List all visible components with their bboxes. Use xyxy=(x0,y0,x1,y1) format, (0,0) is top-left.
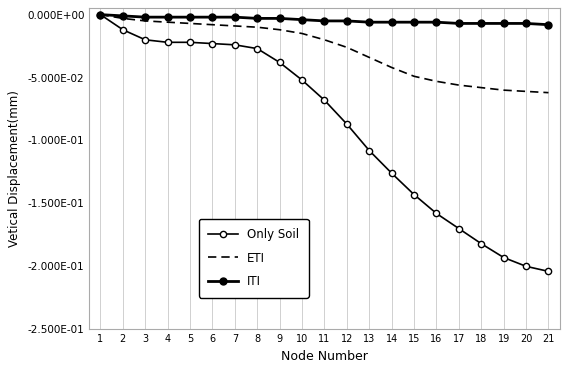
Only Soil xyxy=(164,40,171,45)
ITI xyxy=(187,15,194,19)
ETI xyxy=(545,91,552,95)
ITI xyxy=(456,21,462,26)
ITI xyxy=(231,15,238,19)
ITI xyxy=(344,19,350,23)
ETI xyxy=(231,24,238,28)
ITI xyxy=(119,14,126,18)
Only Soil xyxy=(411,193,417,197)
Only Soil xyxy=(299,78,306,82)
ITI xyxy=(254,16,261,21)
ETI xyxy=(321,37,328,42)
ITI xyxy=(500,21,507,26)
ETI xyxy=(523,89,529,93)
Only Soil xyxy=(366,148,373,153)
ITI xyxy=(97,12,104,17)
ETI xyxy=(500,88,507,92)
Legend: Only Soil, ETI, ITI: Only Soil, ETI, ITI xyxy=(199,219,308,298)
ITI xyxy=(276,16,283,21)
Line: ETI: ETI xyxy=(101,14,549,93)
Only Soil xyxy=(523,264,529,269)
ITI xyxy=(209,15,216,19)
ITI xyxy=(389,20,395,24)
ETI xyxy=(344,45,350,50)
ITI xyxy=(478,21,485,26)
ETI xyxy=(299,31,306,36)
Only Soil xyxy=(545,269,552,273)
ITI xyxy=(299,17,306,22)
ITI xyxy=(366,20,373,24)
Only Soil xyxy=(478,242,485,246)
Only Soil xyxy=(321,98,328,102)
ETI xyxy=(411,74,417,79)
Line: ITI: ITI xyxy=(97,11,552,28)
ETI xyxy=(254,25,261,29)
Y-axis label: Vetical Displacement(mm): Vetical Displacement(mm) xyxy=(9,91,22,247)
Only Soil xyxy=(344,122,350,127)
ITI xyxy=(545,23,552,27)
Only Soil xyxy=(254,46,261,51)
ETI xyxy=(209,23,216,27)
Only Soil xyxy=(142,37,149,42)
Only Soil xyxy=(97,12,104,17)
ETI xyxy=(97,12,104,17)
ITI xyxy=(164,15,171,19)
ETI xyxy=(478,85,485,90)
ETI xyxy=(366,55,373,60)
Only Soil xyxy=(119,27,126,32)
ETI xyxy=(433,79,440,83)
ETI xyxy=(142,19,149,23)
Only Soil xyxy=(187,40,194,45)
ITI xyxy=(411,20,417,24)
Only Soil xyxy=(276,60,283,65)
Only Soil xyxy=(456,226,462,231)
Only Soil xyxy=(389,171,395,175)
ETI xyxy=(389,65,395,70)
ITI xyxy=(142,15,149,19)
Only Soil xyxy=(500,255,507,260)
ETI xyxy=(456,83,462,87)
Line: Only Soil: Only Soil xyxy=(97,12,552,275)
ETI xyxy=(164,20,171,24)
Only Soil xyxy=(209,41,216,46)
ETI xyxy=(276,27,283,32)
Only Soil xyxy=(433,211,440,216)
X-axis label: Node Number: Node Number xyxy=(281,349,368,363)
ETI xyxy=(119,16,126,21)
ITI xyxy=(523,21,529,26)
ETI xyxy=(187,21,194,26)
Only Soil xyxy=(231,43,238,47)
ITI xyxy=(321,19,328,23)
ITI xyxy=(433,20,440,24)
